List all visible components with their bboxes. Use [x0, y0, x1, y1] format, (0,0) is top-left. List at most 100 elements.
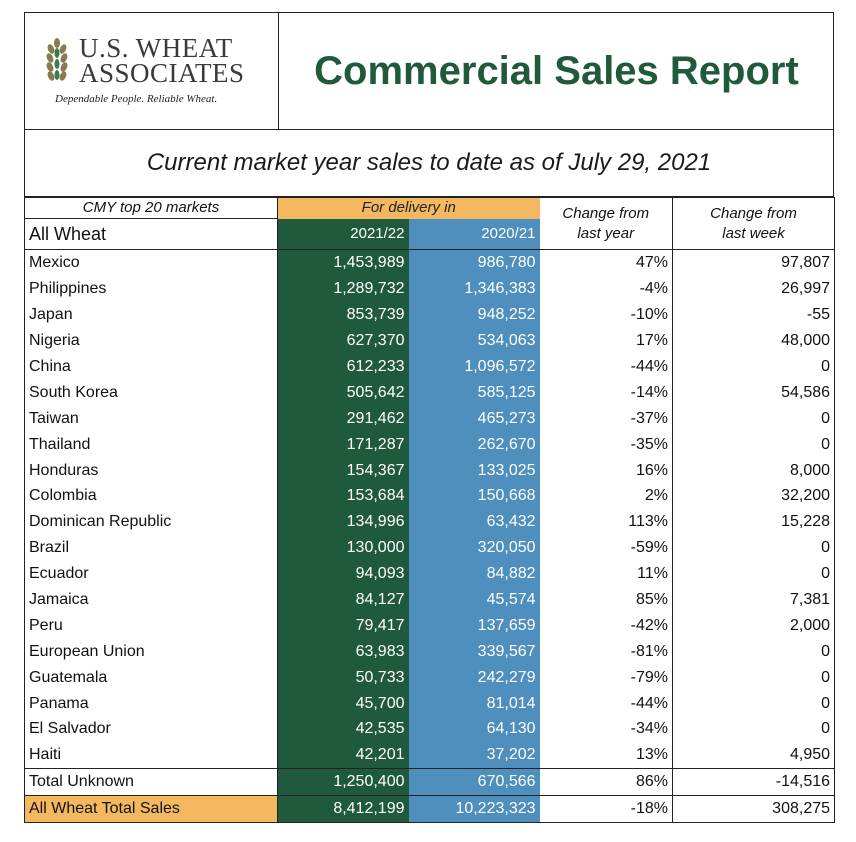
country-cell: Honduras: [24, 457, 278, 484]
prior-year-cell: 242,279: [408, 664, 540, 691]
current-year-cell: 134,996: [277, 508, 409, 535]
current-year-cell: 50,733: [277, 664, 409, 691]
change-year-cell: 2%: [539, 483, 674, 509]
change-year-cell: 47%: [539, 249, 674, 276]
prior-year-cell: 986,780: [408, 249, 540, 276]
prior-year-cell: 320,050: [408, 534, 540, 561]
wheat-icon: [46, 38, 68, 81]
change-year-header-line1: Change from: [562, 204, 650, 222]
prior-year-cell: 585,125: [408, 379, 540, 406]
current-year-cell: 8,412,199: [277, 794, 409, 823]
country-cell: El Salvador: [24, 716, 278, 742]
all-wheat-header: All Wheat: [24, 218, 278, 250]
change-year-cell: 13%: [539, 741, 674, 769]
table-row: Colombia 153,684 150,668 2% 32,200: [24, 483, 836, 509]
country-cell: Haiti: [24, 741, 278, 769]
change-year-cell: -4%: [539, 275, 674, 302]
change-year-cell: -37%: [539, 405, 674, 432]
report-title: Commercial Sales Report: [314, 48, 799, 93]
table-row: Peru 79,417 137,659 -42% 2,000: [24, 612, 836, 639]
uswa-logo: U.S. WHEAT ASSOCIATES Dependable People.…: [25, 13, 279, 129]
prior-year-cell: 45,574: [408, 586, 540, 613]
country-cell: Philippines: [24, 275, 278, 302]
change-week-cell: 97,807: [672, 249, 836, 276]
current-year-cell: 42,535: [277, 716, 409, 742]
prior-year-cell: 37,202: [408, 741, 540, 769]
country-cell: Nigeria: [24, 327, 278, 354]
change-year-cell: 86%: [539, 767, 674, 796]
country-cell: South Korea: [24, 379, 278, 406]
change-year-cell: 16%: [539, 457, 674, 484]
logo-line-2: ASSOCIATES: [79, 58, 245, 88]
current-year-cell: 45,700: [277, 690, 409, 717]
table-row: South Korea 505,642 585,125 -14% 54,586: [24, 379, 836, 406]
country-cell: Japan: [24, 301, 278, 328]
change-year-cell: 85%: [539, 586, 674, 613]
current-year-cell: 84,127: [277, 586, 409, 613]
table-row: Philippines 1,289,732 1,346,383 -4% 26,997: [24, 275, 836, 302]
prior-year-cell: 81,014: [408, 690, 540, 717]
prior-year-cell: 948,252: [408, 301, 540, 328]
change-year-cell: -81%: [539, 638, 674, 665]
current-year-cell: 153,684: [277, 483, 409, 509]
current-year-cell: 853,739: [277, 301, 409, 328]
country-cell: Panama: [24, 690, 278, 717]
table-row: China 612,233 1,096,572 -44% 0: [24, 353, 836, 380]
country-cell: European Union: [24, 638, 278, 665]
change-week-cell: 0: [672, 716, 836, 742]
change-week-cell: 15,228: [672, 508, 836, 535]
logo-line-1: U.S. WHEAT: [79, 33, 233, 63]
top-markets-header: CMY top 20 markets: [24, 197, 278, 219]
current-year-cell: 505,642: [277, 379, 409, 406]
change-week-cell: 0: [672, 405, 836, 432]
change-week-cell: 0: [672, 690, 836, 717]
change-year-cell: -42%: [539, 612, 674, 639]
table-row: Dominican Republic 134,996 63,432 113% 15,22…: [24, 508, 836, 535]
table-row: Japan 853,739 948,252 -10% -55: [24, 301, 836, 328]
change-week-cell: 0: [672, 534, 836, 561]
prior-year-cell: 670,566: [408, 767, 540, 796]
change-year-cell: -18%: [539, 794, 674, 823]
prior-year-cell: 465,273: [408, 405, 540, 432]
current-year-cell: 612,233: [277, 353, 409, 380]
report-subtitle: Current market year sales to date as of …: [24, 129, 834, 197]
country-cell: Thailand: [24, 431, 278, 458]
change-week-cell: 7,381: [672, 586, 836, 613]
change-week-cell: 54,586: [672, 379, 836, 406]
change-week-cell: 8,000: [672, 457, 836, 484]
country-cell: Peru: [24, 612, 278, 639]
country-cell: Taiwan: [24, 405, 278, 432]
year-prior-header: 2020/21: [408, 218, 540, 250]
change-year-cell: -14%: [539, 379, 674, 406]
table-row: Thailand 171,287 262,670 -35% 0: [24, 431, 836, 458]
prior-year-cell: 262,670: [408, 431, 540, 458]
current-year-cell: 171,287: [277, 431, 409, 458]
current-year-cell: 627,370: [277, 327, 409, 354]
change-week-cell: 308,275: [672, 794, 836, 823]
current-year-cell: 291,462: [277, 405, 409, 432]
change-year-cell: 11%: [539, 560, 674, 587]
prior-year-cell: 1,096,572: [408, 353, 540, 380]
prior-year-cell: 137,659: [408, 612, 540, 639]
prior-year-cell: 1,346,383: [408, 275, 540, 302]
change-week-header: Change from last week: [672, 197, 836, 250]
table-row: Mexico 1,453,989 986,780 47% 97,807: [24, 249, 836, 276]
current-year-cell: 79,417: [277, 612, 409, 639]
prior-year-cell: 133,025: [408, 457, 540, 484]
change-week-cell: -55: [672, 301, 836, 328]
change-week-header-line2: last week: [722, 224, 785, 242]
grand-total-row: All Wheat Total Sales 8,412,199 10,223,323…: [24, 794, 836, 823]
current-year-cell: 130,000: [277, 534, 409, 561]
country-cell: Ecuador: [24, 560, 278, 587]
country-cell: Jamaica: [24, 586, 278, 613]
change-week-cell: 32,200: [672, 483, 836, 509]
table-row: European Union 63,983 339,567 -81% 0: [24, 638, 836, 665]
table-row: Guatemala 50,733 242,279 -79% 0: [24, 664, 836, 691]
prior-year-cell: 534,063: [408, 327, 540, 354]
change-week-header-line1: Change from: [710, 204, 797, 222]
table-row: Honduras 154,367 133,025 16% 8,000: [24, 457, 836, 484]
change-year-cell: 113%: [539, 508, 674, 535]
table-row: Ecuador 94,093 84,882 11% 0: [24, 560, 836, 587]
change-week-cell: 0: [672, 353, 836, 380]
prior-year-cell: 84,882: [408, 560, 540, 587]
